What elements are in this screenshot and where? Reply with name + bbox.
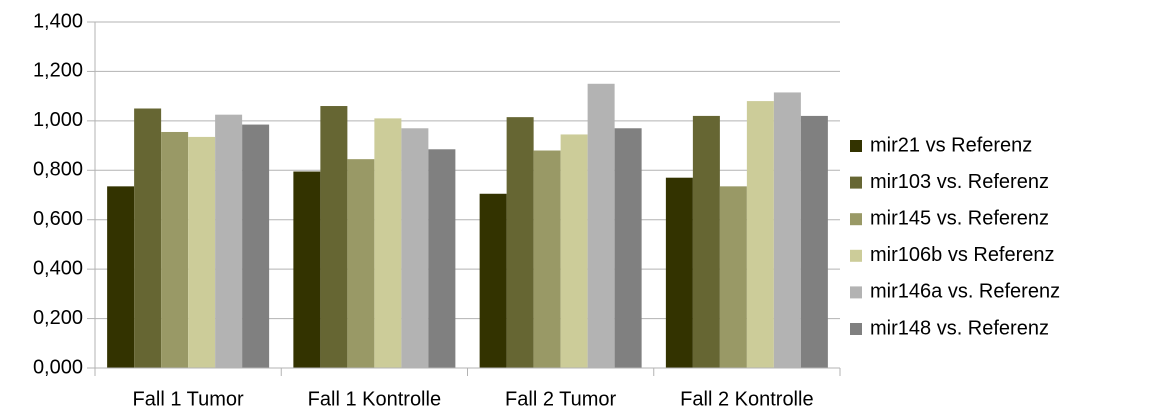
- x-tick-label: Fall 1 Kontrolle: [308, 388, 441, 410]
- bar: [587, 83, 615, 369]
- legend-swatch: [850, 176, 862, 189]
- bar: [293, 171, 321, 368]
- y-tick-label: 0,600: [33, 208, 83, 230]
- legend-swatch: [850, 323, 862, 335]
- legend-label: mir21 vs Referenz: [870, 134, 1032, 156]
- legend-label: mir145 vs. Referenz: [870, 207, 1049, 229]
- bar: [428, 149, 456, 368]
- bar: [746, 101, 774, 368]
- bar: [188, 136, 216, 368]
- bar: [719, 186, 747, 368]
- bar: [374, 118, 402, 368]
- bar: [107, 186, 135, 368]
- bar: [215, 114, 243, 368]
- bar: [134, 108, 162, 368]
- x-tick-label: Fall 1 Tumor: [133, 388, 244, 410]
- legend-swatch: [850, 286, 862, 299]
- bar: [665, 177, 693, 368]
- bar: [242, 124, 270, 368]
- y-tick-label: 1,400: [33, 10, 83, 32]
- x-tick-label: Fall 2 Kontrolle: [680, 388, 813, 410]
- y-tick-label: 1,200: [33, 60, 83, 82]
- bar: [560, 134, 588, 368]
- bar: [320, 106, 348, 369]
- y-tick-label: 0,400: [33, 257, 83, 279]
- bar: [479, 193, 507, 368]
- bar: [161, 131, 189, 368]
- legend-label: mir106b vs Referenz: [870, 244, 1055, 266]
- legend-swatch: [850, 249, 862, 262]
- y-tick-label: 0,000: [33, 356, 83, 378]
- legend-label: mir103 vs. Referenz: [870, 171, 1049, 193]
- bar: [614, 128, 642, 368]
- bar: [506, 117, 534, 369]
- y-tick-label: 1,000: [33, 109, 83, 131]
- x-tick-label: Fall 2 Tumor: [505, 388, 616, 410]
- bar: [533, 150, 561, 368]
- bar: [692, 115, 720, 369]
- bar: [773, 92, 801, 368]
- legend-label: mir146a vs. Referenz: [870, 281, 1060, 303]
- y-tick-label: 0,200: [33, 307, 83, 329]
- legend-swatch: [850, 213, 862, 226]
- legend-swatch: [850, 140, 862, 152]
- bar: [800, 115, 828, 369]
- bar: [347, 159, 375, 368]
- y-tick-label: 0,800: [33, 159, 83, 181]
- legend-label: mir148 vs. Referenz: [870, 317, 1049, 339]
- bar: [401, 128, 429, 368]
